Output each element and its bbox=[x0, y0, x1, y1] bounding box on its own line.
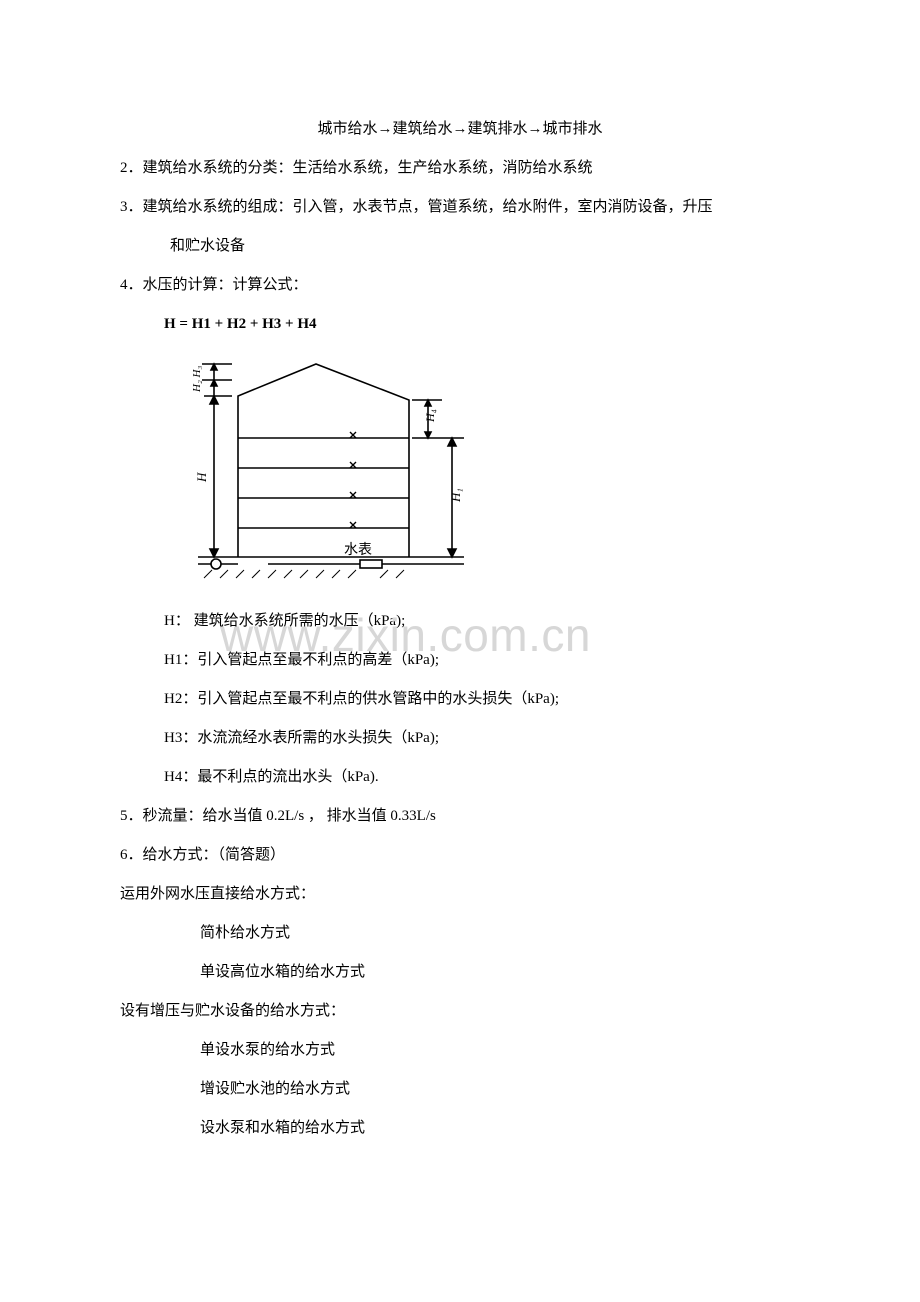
method-1b: 单设高位水箱的给水方式 bbox=[120, 953, 800, 992]
method-2b: 增设贮水池的给水方式 bbox=[120, 1070, 800, 1109]
method-1a: 简朴给水方式 bbox=[120, 914, 800, 953]
desc-H4: H4：最不利点的流出水头（kPa). bbox=[120, 758, 800, 797]
diagram-label-H: H bbox=[194, 472, 209, 483]
item-2: 2．建筑给水系统的分类：生活给水系统，生产给水系统，消防给水系统 bbox=[120, 149, 800, 188]
building-diagram: 水表 H H₂ H₃ H₄ H₁ bbox=[120, 344, 800, 602]
document-body: 城市给水→建筑给水→建筑排水→城市排水 2．建筑给水系统的分类：生活给水系统，生… bbox=[0, 0, 920, 1148]
item-6: 6．给水方式：（简答题） bbox=[120, 836, 800, 875]
pressure-formula: H = H1 + H2 + H3 + H4 bbox=[120, 305, 800, 344]
method-group-1: 运用外网水压直接给水方式： bbox=[120, 875, 800, 914]
diagram-label-H4: H₄ bbox=[423, 409, 437, 423]
method-group-2: 设有增压与贮水设备的给水方式： bbox=[120, 992, 800, 1031]
item-3: 3．建筑给水系统的组成：引入管，水表节点，管道系统，给水附件，室内消防设备，升压 bbox=[120, 188, 800, 227]
diagram-label-H1: H₁ bbox=[448, 488, 463, 503]
desc-H2: H2：引入管起点至最不利点的供水管路中的水头损失（kPa); bbox=[120, 680, 800, 719]
desc-H3: H3：水流流经水表所需的水头损失（kPa); bbox=[120, 719, 800, 758]
method-2a: 单设水泵的给水方式 bbox=[120, 1031, 800, 1070]
flow-sequence: 城市给水→建筑给水→建筑排水→城市排水 bbox=[120, 110, 800, 149]
desc-H1: H1：引入管起点至最不利点的高差（kPa); bbox=[120, 641, 800, 680]
method-2c: 设水泵和水箱的给水方式 bbox=[120, 1109, 800, 1148]
item-3-cont: 和贮水设备 bbox=[120, 227, 800, 266]
item-4: 4．水压的计算：计算公式： bbox=[120, 266, 800, 305]
diagram-label-H2H3: H₂ H₃ bbox=[191, 366, 203, 393]
item-5: 5．秒流量：给水当值 0.2L/s ， 排水当值 0.33L/s bbox=[120, 797, 800, 836]
diagram-label-watermeter: 水表 bbox=[344, 542, 372, 558]
desc-H: H： 建筑给水系统所需的水压（kPa); bbox=[120, 602, 800, 641]
